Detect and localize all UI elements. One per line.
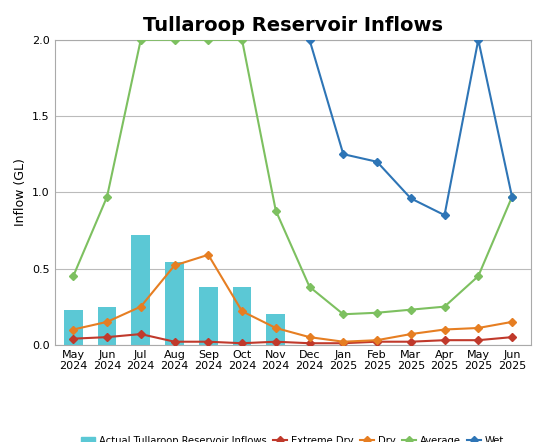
Bar [131, 235, 150, 345]
Legend: Actual Tullaroop Reservoir Inflows, Extreme Dry, Dry, Average, Wet: Actual Tullaroop Reservoir Inflows, Extr… [78, 431, 508, 442]
Bar [232, 287, 251, 345]
Bar [64, 310, 83, 345]
Bar [266, 314, 285, 345]
Bar [199, 287, 218, 345]
Title: Tullaroop Reservoir Inflows: Tullaroop Reservoir Inflows [143, 16, 443, 35]
Bar [98, 307, 117, 345]
Y-axis label: Inflow (GL): Inflow (GL) [14, 158, 27, 226]
Bar [165, 263, 184, 345]
